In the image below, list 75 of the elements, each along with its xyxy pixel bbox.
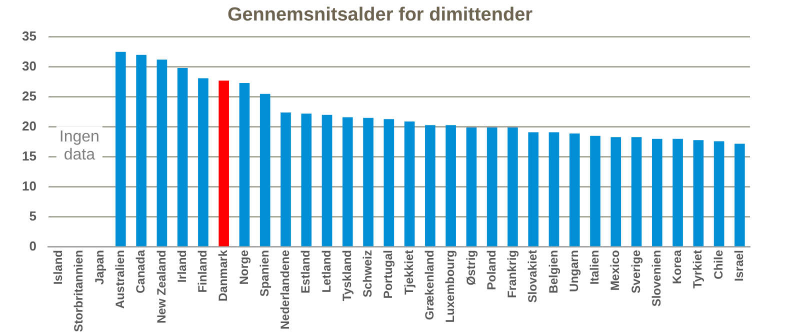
x-tick-label: Portugal xyxy=(381,250,396,299)
annotation: Ingen data xyxy=(59,128,100,164)
x-tick-label: Japan xyxy=(92,250,106,285)
x-tick-label: Luxembourg xyxy=(443,250,458,323)
x-tick-label: Storbritannien xyxy=(72,250,86,332)
x-tick-label: New Zealand xyxy=(154,250,168,324)
bar xyxy=(301,114,312,246)
x-tick-label: Tyskland xyxy=(340,250,354,302)
bar xyxy=(218,80,230,246)
x-tick-label: Grækenland xyxy=(422,250,436,320)
x-tick-label: Israel xyxy=(732,250,746,282)
x-tick-label: Italien xyxy=(588,250,602,285)
bar xyxy=(631,137,642,246)
bar xyxy=(714,141,724,246)
bar xyxy=(198,78,208,246)
bar xyxy=(116,52,126,246)
x-tick-label: Schweiz xyxy=(360,250,375,298)
x-tick-label: Australien xyxy=(112,250,127,309)
x-tick-label: Poland xyxy=(484,250,498,290)
x-tick-label: Østrig xyxy=(464,250,478,286)
x-tick-label: Canada xyxy=(134,250,148,294)
bar xyxy=(528,132,539,246)
x-tick-label: Norge xyxy=(236,250,251,285)
y-tick-label: 20 xyxy=(22,118,36,134)
bar xyxy=(322,114,332,246)
x-tick-label: Finland xyxy=(196,250,210,293)
x-tick-label: Tjekkiet xyxy=(402,250,416,295)
bar xyxy=(156,60,168,246)
y-tick-label: 10 xyxy=(22,178,36,194)
x-tick-label: Sverige xyxy=(628,250,643,294)
bar xyxy=(466,127,477,246)
bar xyxy=(610,137,622,246)
bar xyxy=(486,127,498,246)
bar xyxy=(363,118,374,246)
x-tick-label: Tyrkiet xyxy=(690,250,705,288)
x-tick-label: Letland xyxy=(319,250,334,293)
bar xyxy=(404,121,415,246)
bar xyxy=(548,132,560,246)
y-tick-label: 5 xyxy=(29,208,36,224)
chart-title: Gennemsnitsalder for dimittender xyxy=(227,4,534,26)
x-tick-label: Nederlandene xyxy=(278,250,292,330)
bar xyxy=(508,127,518,246)
x-tick-label: Korea xyxy=(670,250,684,284)
y-tick-label: 30 xyxy=(22,58,36,74)
bar xyxy=(590,136,600,246)
x-tick-label: Mexico xyxy=(608,250,622,291)
x-tick-label: Estland xyxy=(298,250,313,294)
bar xyxy=(136,54,146,246)
bar xyxy=(384,119,394,246)
bar xyxy=(734,144,745,246)
x-tick-label: Danmark xyxy=(216,250,230,302)
bar xyxy=(446,125,456,246)
x-tick-label: Island xyxy=(51,250,66,285)
bar xyxy=(693,140,704,246)
bar xyxy=(280,112,291,246)
y-tick-label: 25 xyxy=(22,88,36,104)
y-tick-label: 35 xyxy=(22,28,36,44)
x-tick-label: Chile xyxy=(711,250,726,280)
x-tick-label: Ungarn xyxy=(566,250,581,292)
bar xyxy=(672,138,683,246)
x-tick-label: Spanien xyxy=(257,250,272,297)
y-tick-label: 15 xyxy=(22,148,36,164)
bar xyxy=(239,83,250,246)
bar xyxy=(425,125,436,246)
x-tick-label: Slovenien xyxy=(649,250,664,307)
x-tick-label: Irland xyxy=(174,250,189,283)
bar xyxy=(569,133,580,246)
bar xyxy=(177,68,188,246)
x-tick-label: Slovakiet xyxy=(526,250,540,303)
x-tick-label: Frankrig xyxy=(505,250,520,298)
y-tick-label: 0 xyxy=(29,238,36,254)
x-tick-label: Belgien xyxy=(546,250,560,294)
bar xyxy=(260,94,270,246)
bar xyxy=(342,117,353,246)
bar xyxy=(652,138,662,246)
